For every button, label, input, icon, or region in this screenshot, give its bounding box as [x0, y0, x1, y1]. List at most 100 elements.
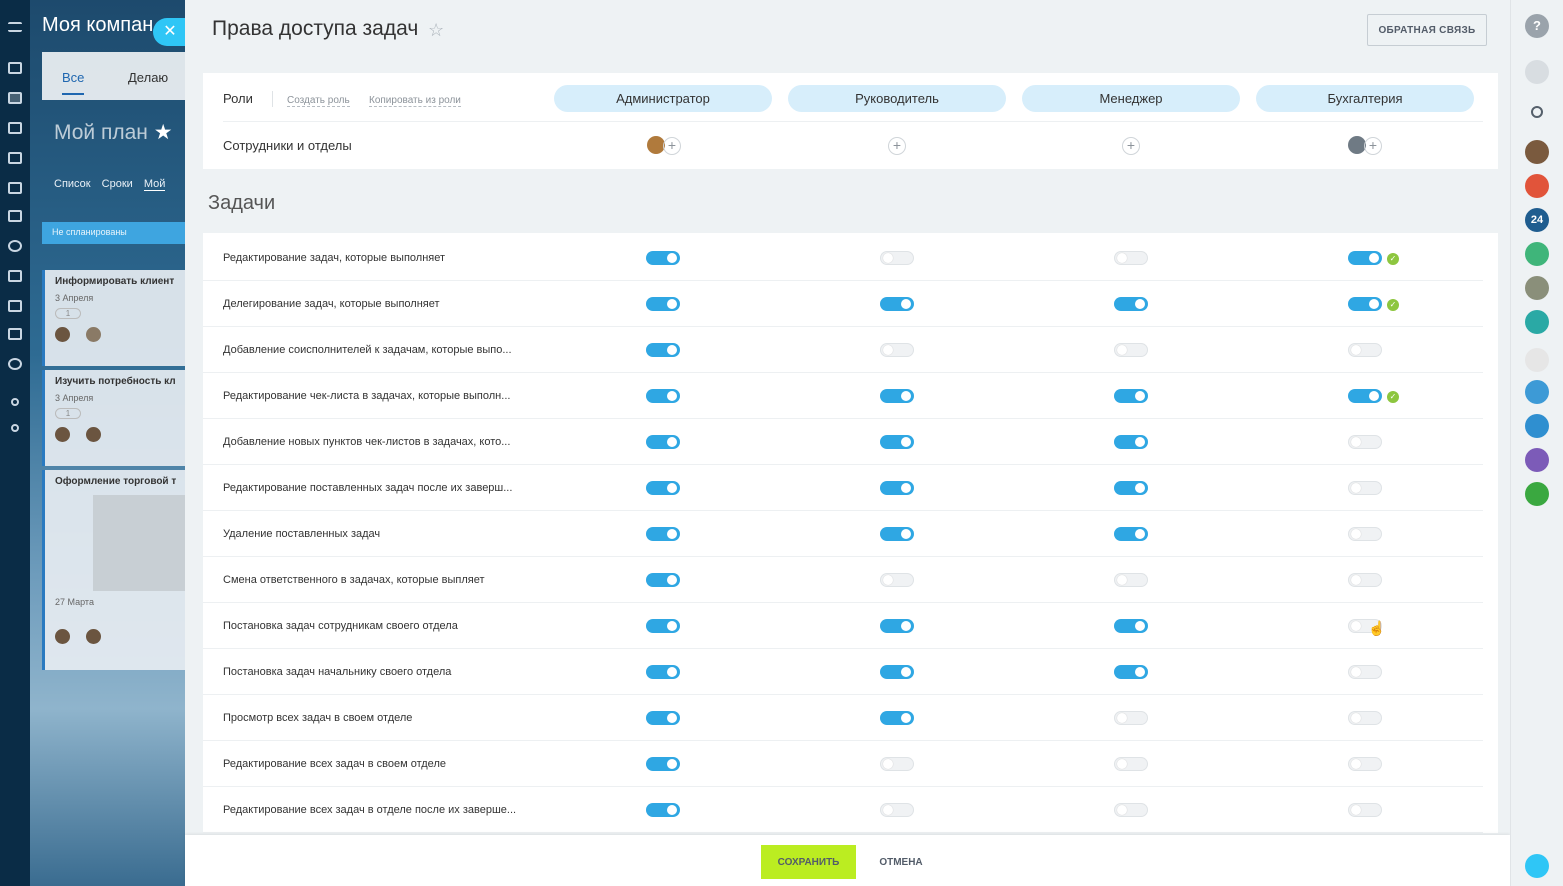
kanban-card[interactable]: Оформление торговой т 27 Марта	[42, 470, 190, 670]
permission-toggle[interactable]	[1114, 389, 1148, 403]
permission-toggle[interactable]	[880, 435, 914, 449]
role-administrator[interactable]: Администратор	[554, 85, 772, 112]
permission-toggle[interactable]	[646, 389, 680, 403]
permission-toggle[interactable]	[646, 527, 680, 541]
permission-toggle[interactable]	[1348, 251, 1382, 265]
permission-toggle[interactable]	[1114, 251, 1148, 265]
exit-icon[interactable]	[1525, 854, 1549, 878]
add-member-icon[interactable]: +	[663, 137, 681, 155]
permission-toggle[interactable]	[1114, 665, 1148, 679]
permission-toggle[interactable]	[646, 665, 680, 679]
save-button[interactable]: СОХРАНИТЬ	[761, 845, 856, 879]
megaphone-icon[interactable]	[1525, 174, 1549, 198]
permission-toggle[interactable]	[1114, 711, 1148, 725]
permission-toggle[interactable]	[1114, 481, 1148, 495]
permission-toggle[interactable]	[646, 711, 680, 725]
permission-toggle[interactable]	[1348, 297, 1382, 311]
feed-icon[interactable]	[8, 62, 22, 74]
add-member-icon[interactable]: +	[1122, 137, 1140, 155]
role-accounting[interactable]: Бухгалтерия	[1256, 85, 1474, 112]
avatar[interactable]	[1525, 140, 1549, 164]
view-my[interactable]: Мой	[143, 178, 166, 191]
permission-toggle[interactable]	[880, 711, 914, 725]
permission-toggle[interactable]	[880, 251, 914, 265]
close-slider-button[interactable]: ✕	[153, 18, 187, 46]
gear-icon[interactable]	[11, 424, 19, 432]
add-member-icon[interactable]: +	[888, 137, 906, 155]
permission-toggle[interactable]	[1348, 389, 1382, 403]
avatar[interactable]	[1525, 276, 1549, 300]
permission-toggle[interactable]	[1348, 481, 1382, 495]
menu-icon[interactable]	[8, 22, 22, 32]
help-icon[interactable]: ?	[1525, 14, 1549, 38]
calendar-icon[interactable]	[8, 210, 22, 222]
permission-toggle[interactable]	[880, 619, 914, 633]
megaphone-icon[interactable]	[1525, 414, 1549, 438]
permission-toggle[interactable]	[880, 665, 914, 679]
permission-toggle[interactable]	[880, 527, 914, 541]
permission-toggle[interactable]	[1348, 343, 1382, 357]
permission-toggle[interactable]	[880, 573, 914, 587]
permission-toggle[interactable]	[1114, 343, 1148, 357]
permission-toggle[interactable]	[646, 619, 680, 633]
employees-icon[interactable]	[8, 152, 22, 164]
permission-toggle[interactable]	[646, 251, 680, 265]
permission-toggle[interactable]	[1114, 435, 1148, 449]
megaphone-icon[interactable]	[1525, 380, 1549, 404]
megaphone-icon[interactable]	[1525, 448, 1549, 472]
add-member-icon[interactable]: +	[1364, 137, 1382, 155]
window-icon[interactable]	[8, 300, 22, 312]
permission-toggle[interactable]	[1348, 435, 1382, 449]
permission-toggle[interactable]	[880, 481, 914, 495]
permission-toggle[interactable]	[1348, 619, 1382, 633]
permission-toggle[interactable]	[1114, 573, 1148, 587]
kanban-card[interactable]: Информировать клиент 3 Апреля 1	[42, 270, 190, 366]
tab-doing[interactable]: Делаю	[128, 70, 169, 85]
feedback-button[interactable]: ОБРАТНАЯ СВЯЗЬ	[1367, 14, 1487, 46]
permission-toggle[interactable]	[1348, 803, 1382, 817]
permission-toggle[interactable]	[646, 757, 680, 771]
chat-icon[interactable]	[8, 122, 22, 134]
tasks-icon[interactable]	[8, 92, 22, 104]
view-list[interactable]: Список	[54, 178, 91, 190]
permission-toggle[interactable]	[646, 803, 680, 817]
permission-toggle[interactable]	[1348, 573, 1382, 587]
create-role-link[interactable]: Создать роль	[287, 95, 350, 107]
drive-icon[interactable]	[8, 182, 22, 194]
copy-role-link[interactable]: Копировать из роли	[369, 95, 461, 107]
avatar[interactable]	[1525, 348, 1549, 372]
permission-toggle[interactable]	[1114, 297, 1148, 311]
permission-toggle[interactable]	[1114, 757, 1148, 771]
view-deadlines[interactable]: Сроки	[101, 178, 133, 190]
tab-all[interactable]: Все	[62, 70, 85, 95]
permission-toggle[interactable]	[1114, 619, 1148, 633]
permission-toggle[interactable]	[1348, 527, 1382, 541]
role-director[interactable]: Руководитель	[788, 85, 1006, 112]
bitrix24-icon[interactable]: 24	[1525, 208, 1549, 232]
clock-icon[interactable]	[8, 240, 22, 252]
megaphone-icon[interactable]	[1525, 242, 1549, 266]
role-manager[interactable]: Менеджер	[1022, 85, 1240, 112]
kanban-card[interactable]: Изучить потребность кл 3 Апреля 1	[42, 370, 190, 466]
permission-toggle[interactable]	[1114, 527, 1148, 541]
permission-toggle[interactable]	[1114, 803, 1148, 817]
megaphone-icon[interactable]	[1525, 482, 1549, 506]
permission-toggle[interactable]	[880, 757, 914, 771]
permission-toggle[interactable]	[1348, 711, 1382, 725]
permission-toggle[interactable]	[880, 343, 914, 357]
cancel-button[interactable]: ОТМЕНА	[871, 845, 931, 879]
permission-toggle[interactable]	[646, 481, 680, 495]
star-icon[interactable]: ☆	[428, 20, 445, 40]
permission-toggle[interactable]	[646, 573, 680, 587]
filter-icon[interactable]	[8, 270, 22, 282]
permission-toggle[interactable]	[646, 297, 680, 311]
permission-toggle[interactable]	[1348, 757, 1382, 771]
permission-toggle[interactable]	[646, 343, 680, 357]
permission-toggle[interactable]	[880, 389, 914, 403]
network-icon[interactable]	[11, 398, 19, 406]
permission-toggle[interactable]	[880, 803, 914, 817]
bell-icon[interactable]	[1525, 60, 1549, 84]
search-icon[interactable]	[1531, 106, 1543, 118]
chevron-down-icon[interactable]	[8, 358, 22, 370]
permission-toggle[interactable]	[880, 297, 914, 311]
